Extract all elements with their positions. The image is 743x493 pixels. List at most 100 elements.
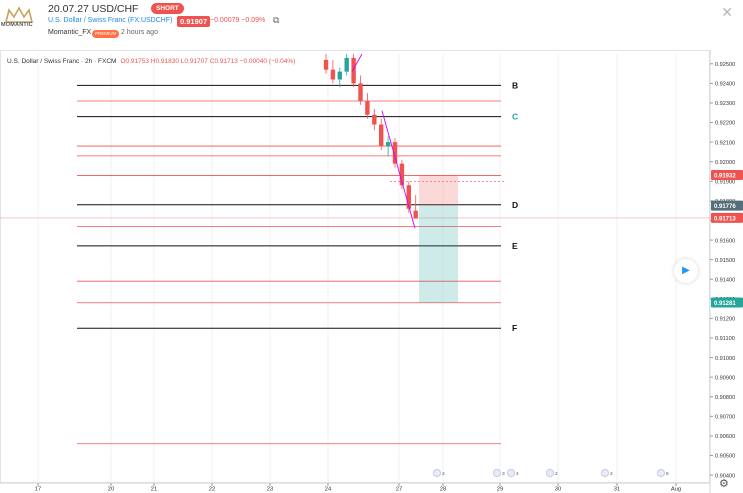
economic-event[interactable]: 4 [506, 468, 519, 478]
event-flag-icon[interactable] [432, 468, 442, 478]
x-tick-label: 30 [555, 487, 561, 493]
y-tick-label: 0.92300 [715, 101, 735, 107]
level-label-b: B [512, 80, 518, 90]
price-label-box [711, 297, 743, 308]
candle-body [337, 71, 342, 80]
logo-text: MOMANTIC [1, 22, 33, 28]
candle-body [379, 124, 384, 147]
x-tick-label: 24 [325, 487, 332, 493]
x-tick-label: 20 [108, 487, 114, 493]
brand-logo [4, 6, 42, 32]
level-label-f: F [512, 323, 517, 333]
play-button[interactable]: ▶ [674, 259, 698, 283]
x-tick-label: Aug [671, 487, 681, 493]
gear-icon[interactable]: ⚙ [719, 478, 729, 490]
y-tick-label: 0.92200 [715, 121, 735, 127]
x-tick-label: 23 [267, 487, 273, 493]
price-chart[interactable]: 0.92500 0.92400 0.92300 0.92200 0.92100 0.920… [0, 50, 743, 493]
candle-body [351, 57, 356, 84]
y-tick-label: 0.91100 [715, 336, 735, 342]
candle-body [392, 142, 398, 164]
trend-line-top[interactable] [351, 53, 363, 72]
x-tick-label: 31 [614, 487, 620, 493]
candle-body [323, 59, 329, 70]
y-tick-label: 0.92500 [715, 62, 735, 68]
direction-badge: SHORT [151, 3, 184, 14]
chart-area[interactable]: 0.92500 0.92400 0.92300 0.92200 0.92100 0.920… [0, 50, 743, 493]
economic-event[interactable]: 2 [432, 468, 445, 478]
share-icon[interactable]: ⧉ [273, 15, 280, 25]
play-icon[interactable]: ▶ [682, 265, 690, 276]
trend-line[interactable] [381, 110, 416, 229]
level-label-c: C [512, 112, 518, 122]
candle-body [330, 69, 336, 80]
x-tick-label: 17 [35, 487, 41, 493]
event-flag-icon[interactable] [600, 468, 610, 478]
economic-event[interactable]: 2 [545, 468, 558, 478]
candle-body [406, 185, 411, 209]
price-label-text: 0.91713 [714, 216, 736, 222]
idea-header: MOMANTIC 20.07.27 USD/CHF SHORT ✕ U.S. D… [0, 0, 743, 50]
y-tick-label: 0.91600 [715, 238, 735, 244]
author-link[interactable]: Momantic_FX [48, 29, 92, 36]
premium-badge: PREMIUM [92, 29, 120, 38]
event-flag-icon[interactable] [545, 468, 555, 478]
event-label: 2 [555, 471, 558, 477]
chart-legend: U.S. Dollar / Swiss Franc · 2h · FXCM O0.… [7, 58, 295, 65]
price-label-box [711, 200, 743, 211]
y-tick-label: 0.90900 [715, 375, 735, 381]
y-tick-label: 0.91400 [715, 277, 735, 283]
event-label: 2 [610, 471, 613, 477]
y-tick-label: 0.92400 [715, 82, 735, 88]
y-tick-label: 0.91900 [715, 180, 735, 186]
x-tick-label: 29 [497, 487, 503, 493]
price-label-text: 0.91932 [714, 173, 736, 179]
y-tick-label: 0.92100 [715, 140, 735, 146]
y-tick-label: 0.91200 [715, 317, 735, 323]
price-label-text: 0.91281 [714, 301, 736, 307]
candle-body [344, 57, 349, 72]
event-label: 3 [502, 471, 505, 477]
x-tick-label: 27 [396, 487, 402, 493]
y-tick-label: 0.90600 [715, 434, 735, 440]
economic-event[interactable]: 2 [600, 468, 613, 478]
legend-title: U.S. Dollar / Swiss Franc · 2h · FXCM [7, 58, 117, 65]
candle-body [385, 142, 391, 147]
event-flag-icon[interactable] [492, 468, 502, 478]
economic-event[interactable]: 6 [656, 468, 669, 478]
economic-event[interactable]: 3 [492, 468, 505, 478]
level-label-e: E [512, 241, 518, 251]
candle-body [413, 210, 418, 219]
candle-body [372, 114, 377, 125]
price-label-text: 0.91776 [714, 204, 736, 210]
position-target-zone[interactable] [419, 205, 458, 303]
legend-ohlc: O0.91753 H0.91830 L0.91707 C0.91713 −0.0… [120, 58, 296, 65]
event-label: 6 [666, 471, 669, 477]
y-tick-label: 0.90500 [715, 454, 735, 460]
position-stop-zone[interactable] [419, 175, 458, 206]
crown-icon [4, 6, 34, 23]
event-label: 4 [516, 471, 519, 477]
event-label: 2 [442, 471, 445, 477]
price-change: −0.00079 −0.09% [210, 17, 266, 24]
event-flag-icon[interactable] [656, 468, 666, 478]
event-flag-icon[interactable] [506, 468, 516, 478]
x-tick-label: 22 [209, 487, 215, 493]
candle-body [358, 83, 363, 102]
close-icon[interactable]: ✕ [721, 4, 733, 20]
y-tick-label: 0.91000 [715, 356, 735, 362]
y-tick-label: 0.90800 [715, 395, 735, 401]
idea-title: 20.07.27 USD/CHF [48, 3, 139, 15]
plot-frame [0, 50, 710, 483]
price-label-box [711, 212, 743, 223]
y-tick-label: 0.92000 [715, 160, 735, 166]
x-tick-label: 21 [151, 487, 157, 493]
y-tick-label: 0.90400 [715, 473, 735, 479]
y-tick-label: 0.91500 [715, 258, 735, 264]
y-tick-label: 0.90700 [715, 415, 735, 421]
publish-time: 2 hours ago [121, 29, 158, 36]
candle-body [399, 163, 405, 186]
level-label-d: D [512, 200, 518, 210]
symbol-link[interactable]: U.S. Dollar / Swiss Franc (FX:USDCHF) [48, 17, 173, 24]
